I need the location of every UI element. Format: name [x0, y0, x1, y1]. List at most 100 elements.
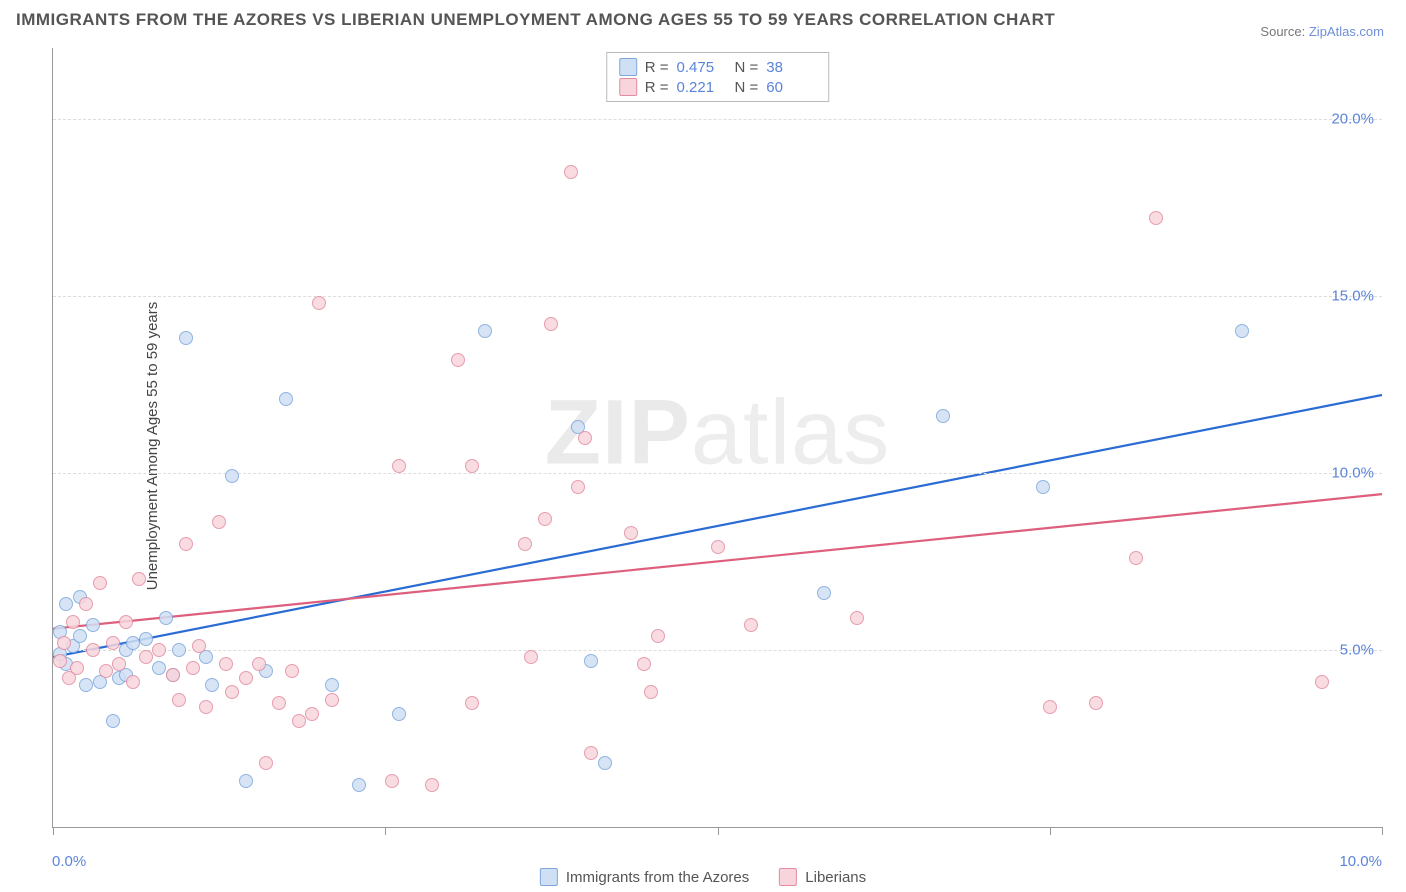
r-label: R =	[645, 79, 669, 96]
data-point-liberians	[1149, 211, 1163, 225]
data-point-liberians	[219, 657, 233, 671]
data-point-azores	[159, 611, 173, 625]
legend-item-liberians: Liberians	[779, 868, 866, 886]
swatch-liberians-icon	[779, 868, 797, 886]
swatch-azores-icon	[540, 868, 558, 886]
watermark: ZIPatlas	[545, 380, 890, 485]
r-value-azores: 0.475	[677, 59, 727, 76]
data-point-liberians	[272, 696, 286, 710]
data-point-azores	[817, 586, 831, 600]
data-point-liberians	[524, 650, 538, 664]
data-point-liberians	[199, 700, 213, 714]
source-label: Source:	[1260, 24, 1305, 39]
data-point-liberians	[252, 657, 266, 671]
data-point-liberians	[451, 353, 465, 367]
y-tick-label: 10.0%	[1331, 464, 1374, 481]
data-point-liberians	[624, 526, 638, 540]
data-point-azores	[205, 678, 219, 692]
data-point-liberians	[126, 675, 140, 689]
data-point-liberians	[139, 650, 153, 664]
trend-line-liberians	[53, 494, 1382, 629]
legend-item-azores: Immigrants from the Azores	[540, 868, 749, 886]
scatter-plot-area: R = 0.475 N = 38 R = 0.221 N = 60 ZIPatl…	[52, 48, 1382, 828]
data-point-liberians	[578, 431, 592, 445]
data-point-azores	[106, 714, 120, 728]
gridline-h	[53, 119, 1382, 120]
data-point-azores	[1235, 324, 1249, 338]
data-point-liberians	[518, 537, 532, 551]
data-point-liberians	[651, 629, 665, 643]
data-point-liberians	[711, 540, 725, 554]
gridline-h	[53, 650, 1382, 651]
data-point-liberians	[79, 597, 93, 611]
gridline-h	[53, 473, 1382, 474]
series-legend: Immigrants from the Azores Liberians	[540, 868, 866, 886]
data-point-liberians	[312, 296, 326, 310]
data-point-azores	[139, 632, 153, 646]
data-point-liberians	[93, 576, 107, 590]
swatch-liberians-icon	[619, 78, 637, 96]
data-point-liberians	[57, 636, 71, 650]
data-point-azores	[152, 661, 166, 675]
data-point-liberians	[325, 693, 339, 707]
data-point-liberians	[66, 615, 80, 629]
data-point-azores	[1036, 480, 1050, 494]
r-label: R =	[645, 59, 669, 76]
x-tick	[1050, 827, 1051, 835]
data-point-liberians	[292, 714, 306, 728]
data-point-azores	[279, 392, 293, 406]
x-axis-min-label: 0.0%	[52, 853, 86, 870]
data-point-liberians	[571, 480, 585, 494]
data-point-liberians	[239, 671, 253, 685]
data-point-liberians	[584, 746, 598, 760]
data-point-liberians	[99, 664, 113, 678]
gridline-h	[53, 296, 1382, 297]
trend-lines	[53, 48, 1382, 827]
source-attribution: Source: ZipAtlas.com	[1260, 24, 1384, 39]
data-point-liberians	[106, 636, 120, 650]
data-point-liberians	[152, 643, 166, 657]
data-point-azores	[352, 778, 366, 792]
data-point-azores	[59, 597, 73, 611]
data-point-azores	[478, 324, 492, 338]
data-point-liberians	[1129, 551, 1143, 565]
data-point-liberians	[538, 512, 552, 526]
data-point-liberians	[172, 693, 186, 707]
y-tick-label: 5.0%	[1340, 641, 1374, 658]
legend-label-azores: Immigrants from the Azores	[566, 869, 749, 886]
source-link[interactable]: ZipAtlas.com	[1309, 24, 1384, 39]
data-point-liberians	[212, 515, 226, 529]
data-point-liberians	[385, 774, 399, 788]
data-point-liberians	[1043, 700, 1057, 714]
data-point-liberians	[465, 459, 479, 473]
legend-row-liberians: R = 0.221 N = 60	[619, 77, 817, 97]
data-point-liberians	[285, 664, 299, 678]
correlation-legend: R = 0.475 N = 38 R = 0.221 N = 60	[606, 52, 830, 102]
data-point-liberians	[544, 317, 558, 331]
x-tick	[385, 827, 386, 835]
data-point-liberians	[259, 756, 273, 770]
data-point-azores	[79, 678, 93, 692]
data-point-liberians	[425, 778, 439, 792]
x-axis-max-label: 10.0%	[1339, 853, 1382, 870]
data-point-azores	[325, 678, 339, 692]
swatch-azores-icon	[619, 58, 637, 76]
data-point-azores	[936, 409, 950, 423]
data-point-liberians	[744, 618, 758, 632]
data-point-liberians	[225, 685, 239, 699]
data-point-azores	[239, 774, 253, 788]
data-point-liberians	[186, 661, 200, 675]
data-point-liberians	[644, 685, 658, 699]
data-point-liberians	[62, 671, 76, 685]
x-tick	[53, 827, 54, 835]
data-point-liberians	[53, 654, 67, 668]
data-point-azores	[126, 636, 140, 650]
data-point-liberians	[305, 707, 319, 721]
data-point-liberians	[1089, 696, 1103, 710]
data-point-azores	[179, 331, 193, 345]
n-value-liberians: 60	[766, 79, 816, 96]
data-point-liberians	[86, 643, 100, 657]
data-point-azores	[598, 756, 612, 770]
data-point-azores	[392, 707, 406, 721]
data-point-liberians	[850, 611, 864, 625]
